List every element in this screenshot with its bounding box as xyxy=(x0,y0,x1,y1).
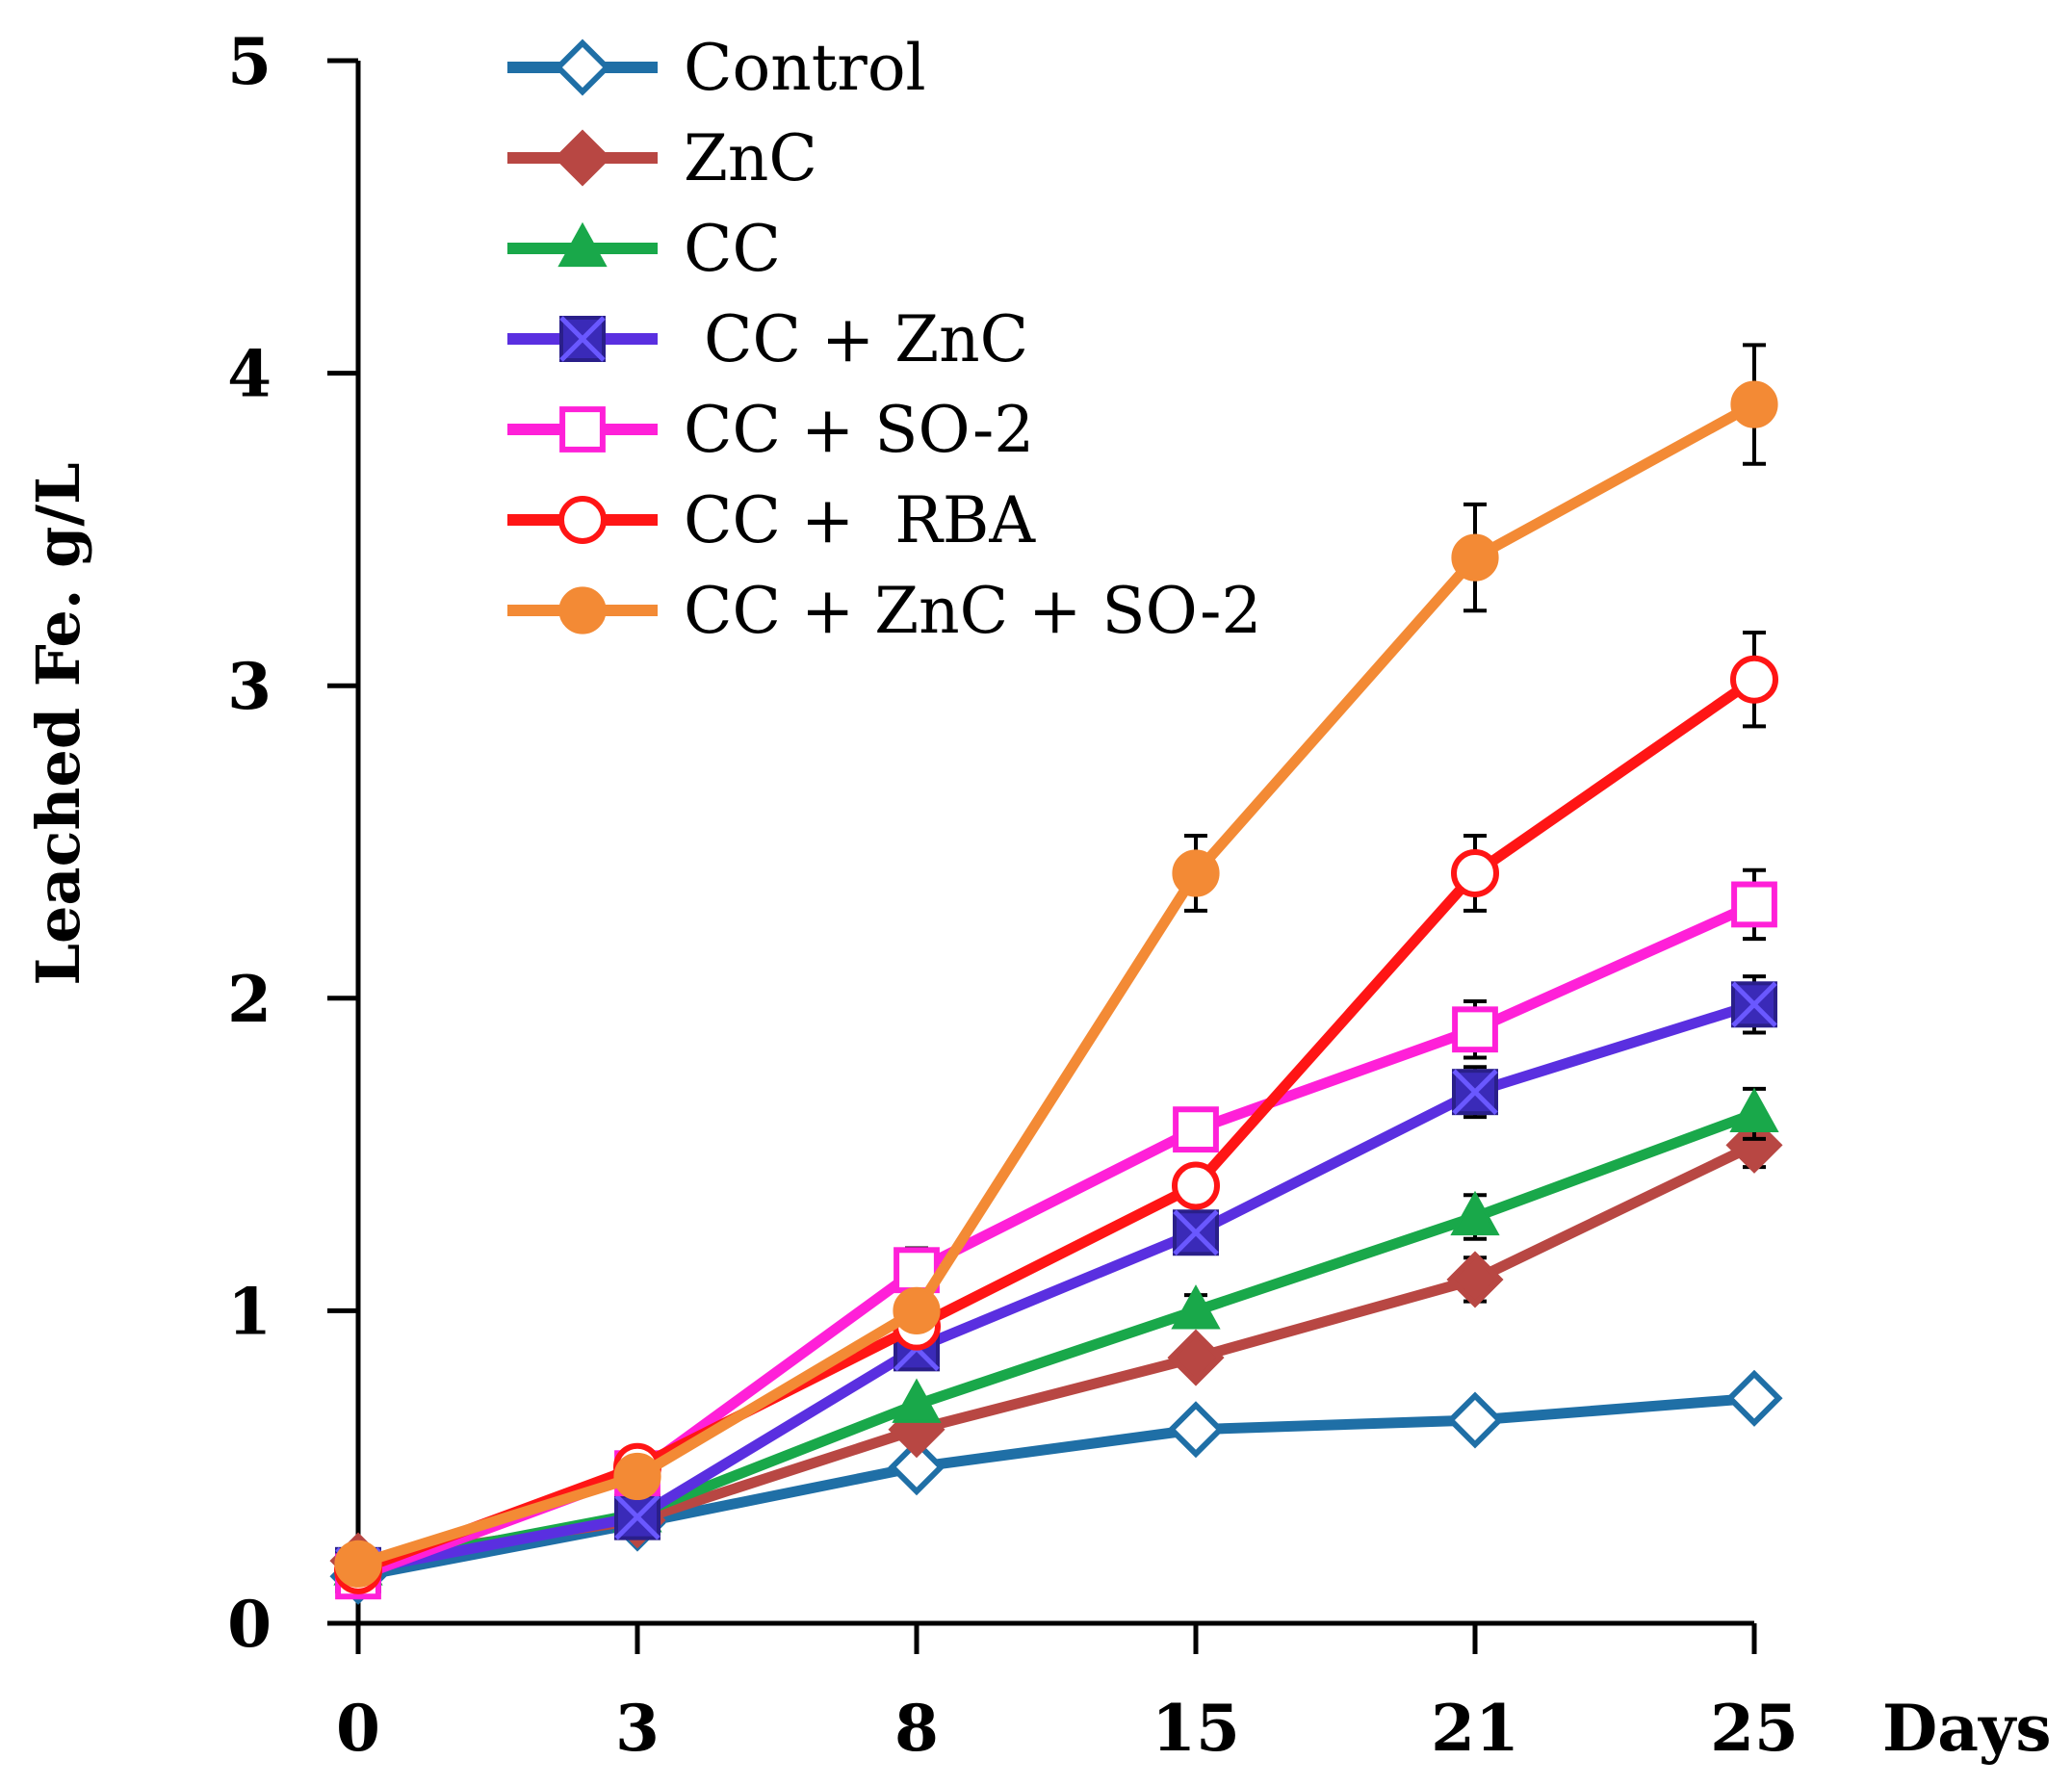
plot-area xyxy=(329,343,1783,1605)
data-point xyxy=(1730,655,1778,704)
legend-entry-znc: ZnC xyxy=(507,121,817,195)
data-point xyxy=(1452,1069,1498,1116)
series-line xyxy=(352,674,1760,1576)
legend-marker xyxy=(559,406,606,453)
x-tick-label: 3 xyxy=(615,1691,660,1766)
x-tick-label: 15 xyxy=(1152,1691,1240,1766)
data-point xyxy=(892,1378,942,1423)
legend-label: CC xyxy=(684,212,781,286)
legend: Control ZnC CC CC + ZnC CC + SO-2 CC + RBA CC… xyxy=(507,31,1261,648)
data-point xyxy=(1725,1116,1783,1174)
y-ticks: 0 1 2 3 4 5 xyxy=(227,24,358,1662)
data-point xyxy=(1731,881,1777,928)
data-point xyxy=(1167,1329,1225,1386)
data-point xyxy=(1172,1161,1220,1210)
y-tick-label: 1 xyxy=(227,1274,272,1349)
y-tick-label: 0 xyxy=(227,1587,272,1662)
data-point xyxy=(1173,1209,1219,1256)
marker-cross xyxy=(559,316,606,362)
series-line xyxy=(352,399,1760,1569)
data-point xyxy=(1450,1190,1500,1236)
legend-marker xyxy=(554,129,611,187)
marker-cross xyxy=(1452,1069,1498,1115)
marker-cross xyxy=(1731,981,1777,1028)
legend-label: Control xyxy=(684,31,926,105)
legend-entry-cc: CC xyxy=(507,212,781,286)
data-point xyxy=(1446,1251,1504,1308)
legend-marker xyxy=(559,316,606,362)
data-point xyxy=(1451,533,1499,582)
legend-entry-cc-so-2: CC + SO-2 xyxy=(507,393,1034,467)
legend-marker xyxy=(558,496,607,544)
data-point xyxy=(888,1438,945,1496)
data-point xyxy=(1452,1006,1498,1053)
legend-label: CC + RBA xyxy=(684,483,1036,557)
y-tick-label: 3 xyxy=(227,649,272,724)
series-cc-znc-so-2 xyxy=(334,343,1778,1588)
legend-label: CC + ZnC + SO-2 xyxy=(684,574,1261,648)
x-ticks: 0 3 8 15 21 25 xyxy=(336,1623,1799,1766)
y-axis-title: Leached Fe. g/L xyxy=(23,462,93,985)
data-point xyxy=(1172,849,1220,897)
data-point xyxy=(1451,848,1499,897)
y-tick-label: 4 xyxy=(227,337,272,412)
legend-label: CC + ZnC xyxy=(684,302,1028,376)
marker-cross xyxy=(1173,1209,1219,1256)
data-point xyxy=(1167,1401,1225,1459)
series-line xyxy=(352,998,1760,1576)
data-point xyxy=(1725,1369,1783,1427)
legend-marker xyxy=(554,39,611,96)
y-tick-label: 5 xyxy=(227,24,272,99)
legend-label: CC + SO-2 xyxy=(684,393,1034,467)
x-tick-label: 25 xyxy=(1710,1691,1799,1766)
data-point xyxy=(614,1493,660,1540)
x-tick-label: 21 xyxy=(1431,1691,1519,1766)
x-axis-title: Days xyxy=(1882,1691,2052,1766)
legend-label: ZnC xyxy=(684,121,817,195)
legend-entry-cc-znc-so-2: CC + ZnC + SO-2 xyxy=(507,574,1261,648)
x-tick-label: 0 xyxy=(336,1691,380,1766)
series-control xyxy=(329,1369,1783,1605)
legend-entry-cc-znc: CC + ZnC xyxy=(507,302,1028,376)
data-point xyxy=(893,1286,941,1335)
data-point xyxy=(613,1452,661,1501)
data-point xyxy=(1173,1106,1219,1153)
legend-marker xyxy=(558,586,607,634)
data-point xyxy=(1446,1391,1504,1449)
legend-entry-control: Control xyxy=(507,31,926,105)
data-point xyxy=(1730,380,1778,428)
marker-cross xyxy=(614,1493,660,1540)
x-tick-label: 8 xyxy=(894,1691,939,1766)
legend-entry-cc-rba: CC + RBA xyxy=(507,483,1036,557)
y-tick-label: 2 xyxy=(227,962,272,1037)
data-point xyxy=(1731,981,1777,1028)
data-point xyxy=(1171,1284,1221,1330)
data-point xyxy=(334,1540,382,1588)
axes: 0 1 2 3 4 5 0 3 8 15 21 25 xyxy=(227,24,1799,1766)
legend-marker xyxy=(557,221,608,268)
data-point xyxy=(1729,1087,1779,1133)
